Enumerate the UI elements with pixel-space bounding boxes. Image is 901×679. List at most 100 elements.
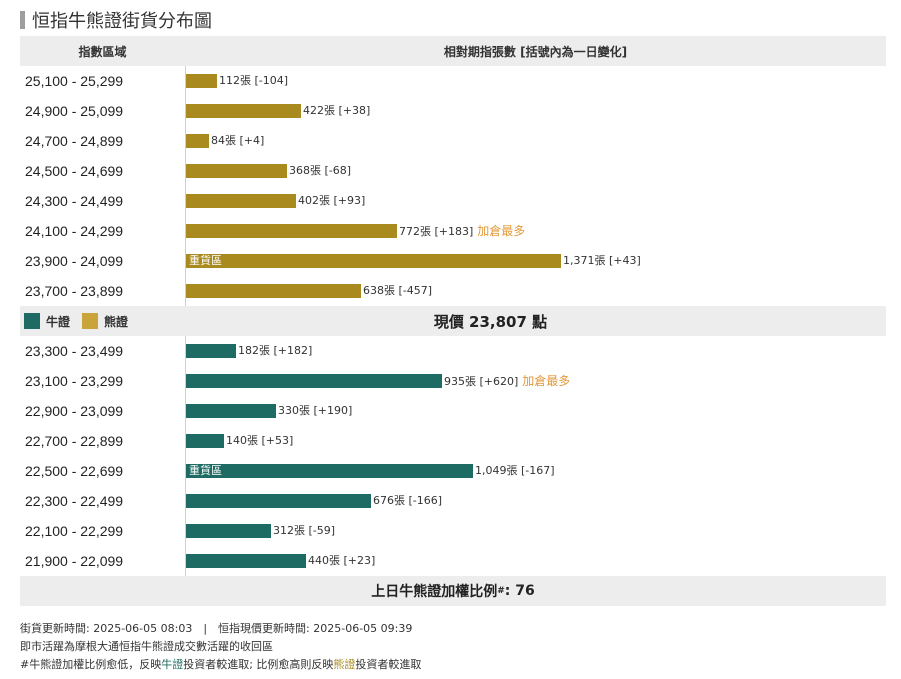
bear-range-label: 24,700 - 24,899: [25, 133, 124, 149]
bear-rows: 25,100 - 25,299 112張 [-104] 24,900 - 25,09…: [20, 66, 886, 306]
bull-value-label: 1,049張 [-167]: [475, 464, 555, 478]
bull-range-label: 23,300 - 23,499: [25, 343, 124, 359]
bear-bar-cell: 772張 [+183] 加倉最多: [185, 216, 886, 246]
bear-bar-cell: 368張 [-68]: [185, 156, 886, 186]
bull-bar-cell: 312張 [-59]: [185, 516, 886, 546]
bear-value-text: 1,371張 [+43]: [563, 254, 641, 267]
bear-range-label: 24,500 - 24,699: [25, 163, 124, 179]
bull-value-label: 440張 [+23]: [308, 554, 375, 568]
bull-row: 21,900 - 22,099 440張 [+23]: [20, 546, 886, 576]
bear-range-label: 24,100 - 24,299: [25, 223, 124, 239]
bear-row: 24,700 - 24,899 84張 [+4]: [20, 126, 886, 156]
bear-value-label: 368張 [-68]: [289, 164, 351, 178]
bull-range-label: 22,500 - 22,699: [25, 463, 124, 479]
bull-bar[interactable]: [186, 404, 276, 418]
bear-range-label: 24,300 - 24,499: [25, 193, 124, 209]
bull-bar-cell: 140張 [+53]: [185, 426, 886, 456]
bear-value-label: 84張 [+4]: [211, 134, 264, 148]
bull-value-label: 140張 [+53]: [226, 434, 293, 448]
bull-bar[interactable]: 重貨區: [186, 464, 473, 478]
bear-legend-swatch: [82, 313, 99, 329]
bear-bar[interactable]: [186, 164, 287, 178]
bear-bar[interactable]: 重貨區: [186, 254, 561, 268]
bear-bar[interactable]: [186, 224, 397, 238]
bull-legend-swatch: [24, 313, 40, 329]
bear-row: 24,100 - 24,299 772張 [+183] 加倉最多: [20, 216, 886, 246]
bear-bar[interactable]: [186, 284, 361, 298]
bull-value-label: 330張 [+190]: [278, 404, 352, 418]
bull-value-text: 440張 [+23]: [308, 554, 376, 567]
bull-row: 22,900 - 23,099 330張 [+190]: [20, 396, 886, 426]
header-value: 相對期指張數 [括號內為一日變化]: [443, 44, 628, 59]
bear-bar-cell: 112張 [-104]: [185, 66, 886, 96]
bull-bar-cell: 440張 [+23]: [185, 546, 886, 576]
page-header: 恒指牛熊證街貨分布圖: [20, 8, 212, 32]
bear-value-text: 772張 [+183]: [399, 225, 474, 238]
bull-legend-label: 牛證: [46, 314, 71, 329]
bear-value-text: 368張 [-68]: [289, 164, 352, 177]
footer-notes: 街貨更新時間: 2025-06-05 08:03 | 恒指現價更新時間: 202…: [20, 620, 421, 674]
bull-value-label: 935張 [+620] 加倉最多: [444, 374, 570, 389]
price-divider: 牛證 熊證 現價 23,807 點: [20, 306, 886, 336]
bull-value-text: 1,049張 [-167]: [475, 464, 555, 477]
bear-bar-cell: 422張 [+38]: [185, 96, 886, 126]
bear-bar[interactable]: [186, 104, 301, 118]
bear-bar-cell: 重貨區 1,371張 [+43]: [185, 246, 886, 276]
bull-range-label: 23,100 - 23,299: [25, 373, 124, 389]
ratio-value: : 76: [504, 583, 535, 599]
bull-value-text: 312張 [-59]: [273, 524, 336, 537]
max-increase-note: 加倉最多: [477, 224, 526, 238]
bull-row: 22,300 - 22,499 676張 [-166]: [20, 486, 886, 516]
bull-bar[interactable]: [186, 524, 271, 538]
bear-value-label: 772張 [+183] 加倉最多: [399, 224, 525, 239]
bear-bar-cell: 638張 [-457]: [185, 276, 886, 306]
bear-value-label: 422張 [+38]: [303, 104, 370, 118]
page-title: 恒指牛熊證街貨分布圖: [32, 11, 212, 32]
table-header: 指數區域 相對期指張數 [括號內為一日變化]: [20, 36, 886, 66]
bull-range-label: 21,900 - 22,099: [25, 553, 124, 569]
bull-bar-cell: 182張 [+182]: [185, 336, 886, 366]
heavy-zone-label: 重貨區: [189, 464, 222, 477]
bull-row: 22,500 - 22,699 重貨區 1,049張 [-167]: [20, 456, 886, 486]
bull-range-label: 22,700 - 22,899: [25, 433, 124, 449]
bull-bar[interactable]: [186, 494, 371, 508]
bear-value-text: 402張 [+93]: [298, 194, 366, 207]
bull-range-label: 22,100 - 22,299: [25, 523, 124, 539]
bull-row: 23,100 - 23,299 935張 [+620] 加倉最多: [20, 366, 886, 396]
bull-row: 23,300 - 23,499 182張 [+182]: [20, 336, 886, 366]
ratio-sup: #: [497, 586, 505, 596]
bear-row: 24,300 - 24,499 402張 [+93]: [20, 186, 886, 216]
heavy-zone-label: 重貨區: [189, 254, 222, 267]
footer-ratio-text-c: 投資者較進取: [355, 658, 422, 671]
footer-active-note: 即市活躍為摩根大通恒指牛熊證成交數活躍的收回區: [20, 640, 273, 653]
footer-update-times: 街貨更新時間: 2025-06-05 08:03 | 恒指現價更新時間: 202…: [20, 622, 413, 635]
bear-row: 23,900 - 24,099 重貨區 1,371張 [+43]: [20, 246, 886, 276]
bull-value-text: 182張 [+182]: [238, 344, 313, 357]
bear-bar[interactable]: [186, 194, 296, 208]
bull-bar[interactable]: [186, 434, 224, 448]
footer-bear-word: 熊證: [333, 658, 356, 671]
bear-bar-cell: 84張 [+4]: [185, 126, 886, 156]
bull-value-label: 676張 [-166]: [373, 494, 442, 508]
bull-rows: 23,300 - 23,499 182張 [+182] 23,100 - 23,29…: [20, 336, 886, 576]
bull-bar-cell: 330張 [+190]: [185, 396, 886, 426]
bear-range-label: 25,100 - 25,299: [25, 73, 124, 89]
bull-value-text: 676張 [-166]: [373, 494, 443, 507]
bull-value-text: 140張 [+53]: [226, 434, 294, 447]
bull-range-label: 22,300 - 22,499: [25, 493, 124, 509]
footer-ratio-text-a: #牛熊證加權比例愈低，反映: [20, 658, 162, 671]
bull-value-text: 935張 [+620]: [444, 375, 519, 388]
footer-ratio-text-b: 投資者較進取; 比例愈高則反映: [183, 658, 334, 671]
bull-bar-cell: 重貨區 1,049張 [-167]: [185, 456, 886, 486]
bear-range-label: 23,900 - 24,099: [25, 253, 124, 269]
bear-value-label: 1,371張 [+43]: [563, 254, 641, 268]
bull-row: 22,700 - 22,899 140張 [+53]: [20, 426, 886, 456]
bull-bar[interactable]: [186, 374, 442, 388]
bear-bar[interactable]: [186, 134, 209, 148]
bear-value-text: 84張 [+4]: [211, 134, 265, 147]
bull-bar[interactable]: [186, 344, 236, 358]
bull-bar[interactable]: [186, 554, 306, 568]
weighted-ratio: 上日牛熊證加權比例 #: 76: [20, 576, 886, 606]
bear-bar[interactable]: [186, 74, 217, 88]
bear-value-text: 422張 [+38]: [303, 104, 371, 117]
